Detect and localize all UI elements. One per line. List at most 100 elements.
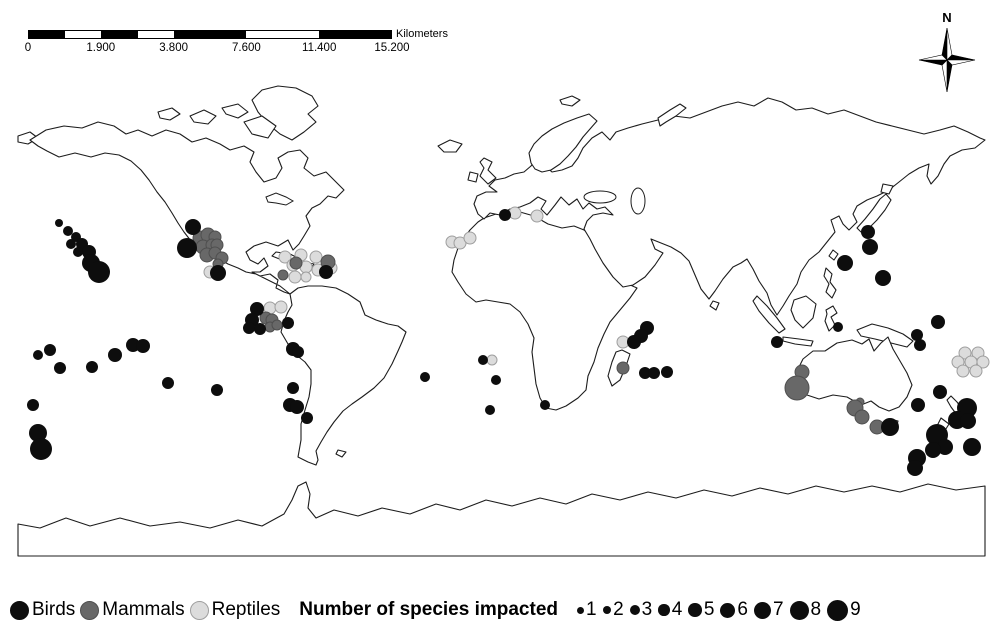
legend: Birds Mammals Reptiles Number of species i… — [10, 592, 998, 628]
map-point-reptiles — [958, 346, 972, 360]
map-point-birds — [661, 366, 673, 378]
coastline-falklands — [335, 449, 347, 458]
coastline-borneo — [790, 295, 817, 329]
size-key-dot — [577, 606, 584, 614]
scale-bar-segment — [101, 31, 138, 38]
map-point-reptiles — [508, 206, 522, 220]
compass-rose: N — [918, 10, 976, 93]
map-point-birds — [911, 329, 923, 341]
map-point-birds — [837, 255, 853, 271]
coastline-java — [782, 336, 814, 347]
map-point-birds — [162, 377, 174, 389]
size-key-dot — [602, 605, 612, 615]
map-point-birds — [639, 367, 651, 379]
coastline-australia — [796, 336, 913, 412]
map-point-birds — [627, 335, 641, 349]
great-lakes — [265, 192, 295, 206]
map-point-birds — [485, 405, 495, 415]
map-point-birds — [907, 460, 923, 476]
map-point-birds — [648, 367, 660, 379]
legend-category-label: Mammals — [102, 599, 185, 620]
map-point-birds — [108, 348, 122, 362]
species-points — [27, 206, 990, 476]
map-point-reptiles — [288, 270, 302, 284]
map-point-birds — [290, 400, 304, 414]
map-point-reptiles — [300, 271, 312, 283]
map-point-birds — [177, 238, 197, 258]
size-key-item: 2 — [597, 599, 624, 621]
scale-tick-label: 3.800 — [159, 42, 188, 54]
scale-tick-label: 11.400 — [302, 42, 337, 54]
map-point-birds — [301, 412, 313, 424]
map-point-birds — [960, 413, 976, 429]
scale-tick-label: 0 — [24, 42, 32, 54]
map-point-birds — [491, 375, 501, 385]
scale-tick-label: 7.600 — [232, 42, 261, 54]
map-point-birds — [933, 385, 947, 399]
size-key-dot — [658, 604, 670, 616]
map-point-birds — [243, 322, 255, 334]
scale-bar-segment — [318, 31, 391, 38]
map-point-birds — [27, 399, 39, 411]
legend-category-reptiles: Reptiles — [189, 599, 281, 621]
map-point-birds — [911, 398, 925, 412]
scale-bar-segment — [137, 31, 174, 38]
black-sea — [583, 190, 617, 204]
coastline-novaya-zemlya — [657, 103, 687, 127]
map-point-birds — [63, 226, 73, 236]
map-point-mammals — [854, 409, 870, 425]
coastline-south-america — [280, 285, 407, 466]
compass-star — [918, 27, 976, 93]
map-point-reptiles — [969, 364, 983, 378]
size-key-item: 1 — [571, 599, 597, 621]
map-point-birds — [914, 339, 926, 351]
size-key-number: 6 — [737, 599, 748, 620]
coastline-new-guinea — [856, 323, 914, 348]
legend-category-mammals: Mammals — [80, 599, 185, 621]
map-point-birds — [136, 339, 150, 353]
size-key-item: 4 — [652, 599, 682, 621]
coastlines — [17, 85, 986, 557]
map-point-birds — [862, 239, 878, 255]
map-point-birds — [73, 247, 83, 257]
map-point-birds — [211, 384, 223, 396]
size-key-dot — [629, 605, 640, 615]
map-point-birds — [478, 355, 488, 365]
map-point-birds — [925, 442, 941, 458]
size-key-number: 3 — [641, 599, 653, 620]
map-point-birds — [55, 219, 63, 227]
size-key-number: 9 — [850, 599, 861, 620]
map-point-reptiles — [956, 364, 970, 378]
map-point-birds — [540, 400, 550, 410]
map-point-reptiles — [530, 209, 544, 223]
scale-bar-segment — [246, 31, 319, 38]
birds-legend-dot — [10, 600, 29, 620]
map-point-birds — [931, 315, 945, 329]
size-key-item: 3 — [624, 599, 653, 621]
map-point-mammals — [271, 319, 283, 331]
size-key-item: 5 — [682, 599, 714, 621]
map-point-mammals — [784, 375, 810, 401]
compass-n-label: N — [942, 10, 951, 25]
map-point-birds — [254, 323, 266, 335]
size-key-item: 7 — [748, 599, 784, 621]
map-point-reptiles — [274, 300, 288, 314]
coastline-africa — [451, 211, 638, 411]
map-point-birds — [185, 219, 201, 235]
map-point-birds — [771, 336, 783, 348]
coastline-taiwan — [828, 249, 839, 261]
scale-tick-label: 1.900 — [86, 42, 116, 54]
map-point-mammals — [277, 269, 289, 281]
map-point-birds — [66, 239, 76, 249]
size-key-number: 5 — [703, 599, 715, 620]
map-point-birds — [861, 225, 875, 239]
size-key-number: 2 — [613, 599, 624, 620]
map-point-birds — [250, 302, 264, 316]
legend-category-label: Reptiles — [211, 599, 281, 620]
map-point-birds — [292, 346, 304, 358]
map-point-birds — [86, 361, 98, 373]
caspian-sea — [630, 187, 646, 215]
legend-category-label: Birds — [32, 599, 76, 620]
coastline-sumatra — [752, 295, 786, 334]
